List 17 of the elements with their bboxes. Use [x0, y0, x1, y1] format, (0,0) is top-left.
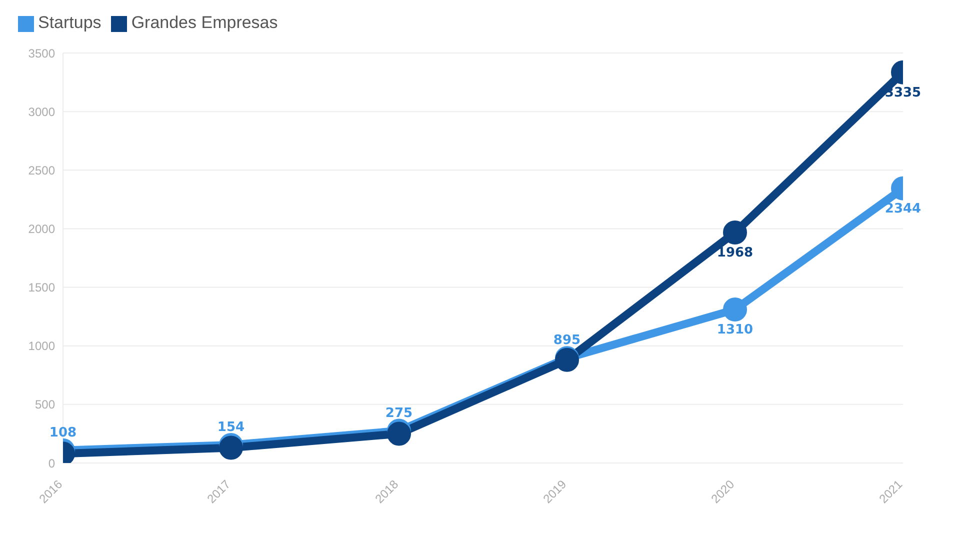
y-tick-label: 3500	[28, 46, 56, 60]
legend-label: Grandes Empresas	[131, 13, 278, 32]
y-tick-label: 2000	[28, 222, 56, 236]
data-label: 1310	[716, 322, 754, 338]
y-tick-label: 0	[48, 456, 56, 470]
data-label: 275	[385, 406, 413, 421]
data-label: 895	[553, 333, 581, 348]
data-label: 1968	[716, 245, 754, 260]
y-tick-label: 1500	[28, 280, 56, 295]
y-tick-label: 500	[34, 398, 56, 412]
y-tick-label: 1000	[28, 339, 56, 354]
y-tick-label: 2500	[28, 163, 56, 178]
legend-label: Startups	[38, 13, 102, 32]
data-label: 2344	[884, 201, 922, 216]
data-label: 108	[49, 425, 77, 440]
y-tick-label: 3000	[28, 104, 56, 119]
data-label: 154	[217, 420, 245, 435]
